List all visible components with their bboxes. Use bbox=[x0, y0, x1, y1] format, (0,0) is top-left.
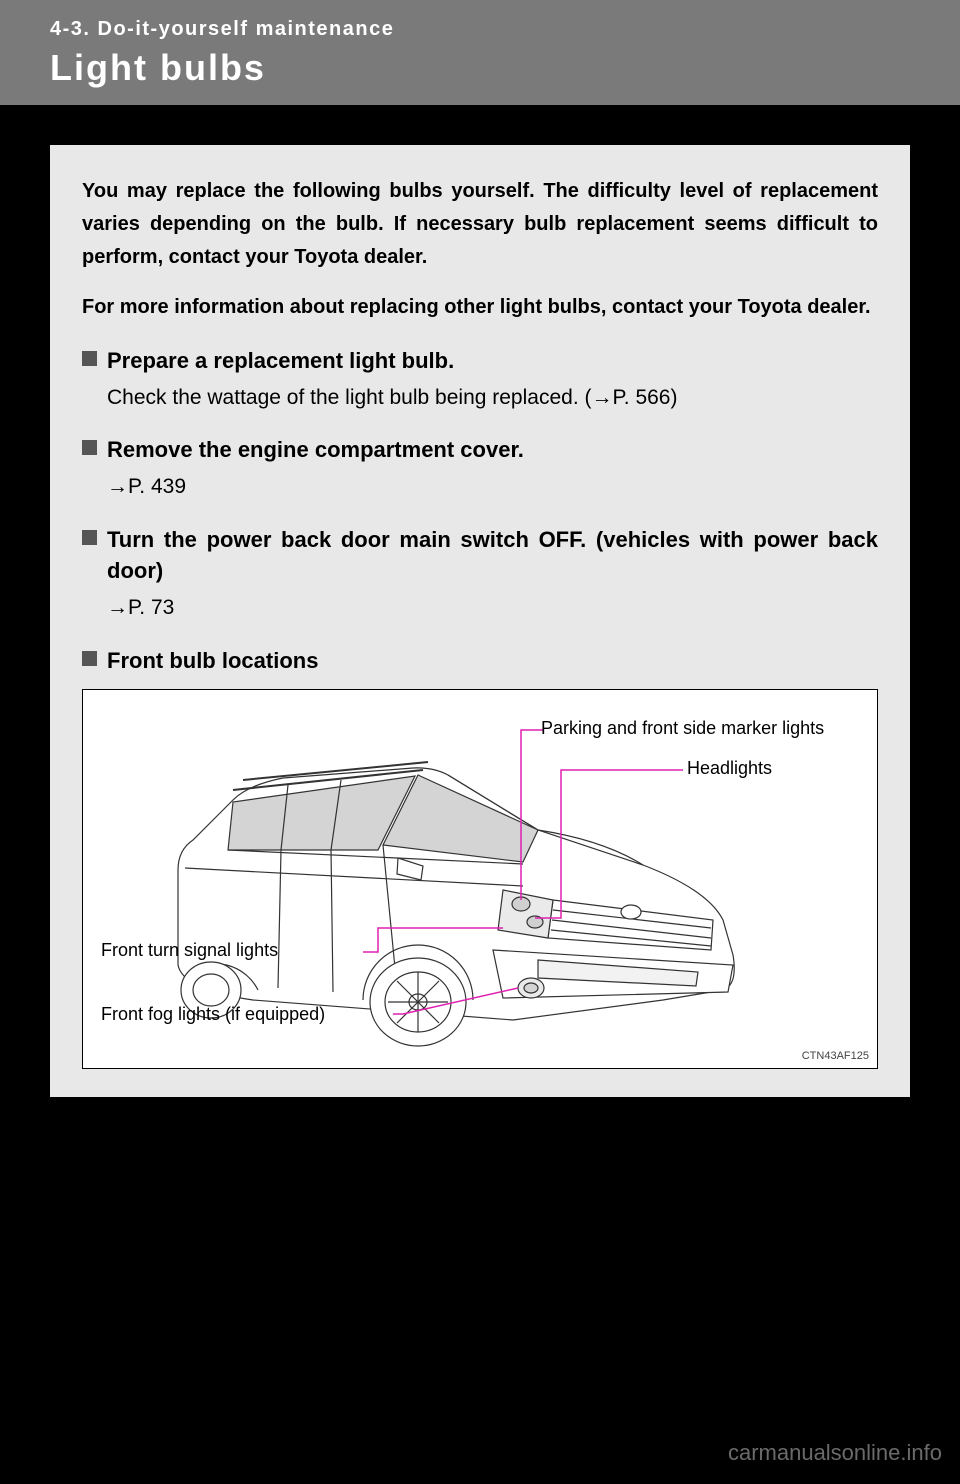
square-bullet-icon bbox=[82, 351, 97, 366]
bullet-title: Remove the engine compartment cover. bbox=[107, 434, 878, 466]
arrow-icon: → bbox=[107, 596, 128, 619]
square-bullet-icon bbox=[82, 651, 97, 666]
callout-headlights: Headlights bbox=[687, 758, 772, 779]
arrow-icon: → bbox=[591, 386, 612, 409]
body-suffix: ) bbox=[671, 386, 678, 409]
bullet-prepare: Prepare a replacement light bulb. bbox=[82, 345, 878, 377]
callout-fog-lights: Front fog lights (if equipped) bbox=[101, 1004, 325, 1025]
bullet-title: Prepare a replacement light bulb. bbox=[107, 345, 878, 377]
square-bullet-icon bbox=[82, 440, 97, 455]
diagram-code: CTN43AF125 bbox=[802, 1050, 869, 1062]
bullet-title: Front bulb locations bbox=[107, 645, 878, 677]
bullet-remove-cover: Remove the engine compartment cover. bbox=[82, 434, 878, 466]
content-panel: You may replace the following bulbs your… bbox=[50, 145, 910, 1097]
page-title: Light bulbs bbox=[50, 47, 910, 89]
bullet-body: Check the wattage of the light bulb bein… bbox=[107, 383, 878, 412]
watermark: carmanualsonline.info bbox=[728, 1440, 942, 1466]
callout-turn-signal: Front turn signal lights bbox=[101, 940, 278, 961]
arrow-icon: → bbox=[107, 475, 128, 498]
bullet-front-locations: Front bulb locations bbox=[82, 645, 878, 677]
bullet-body: →P. 439 bbox=[107, 472, 878, 501]
page-ref: P. 73 bbox=[128, 596, 174, 619]
bullet-title: Turn the power back door main switch OFF… bbox=[107, 524, 878, 588]
page-ref: P. 566 bbox=[612, 386, 670, 409]
intro-paragraph-2: For more information about replacing oth… bbox=[82, 292, 878, 323]
square-bullet-icon bbox=[82, 530, 97, 545]
callout-parking-lights: Parking and front side marker lights bbox=[541, 718, 824, 739]
bullet-power-back-door: Turn the power back door main switch OFF… bbox=[82, 524, 878, 588]
header-band: 4-3. Do-it-yourself maintenance Light bu… bbox=[0, 0, 960, 105]
page-ref: P. 439 bbox=[128, 475, 186, 498]
body-text: Check the wattage of the light bulb bein… bbox=[107, 386, 591, 409]
section-label: 4-3. Do-it-yourself maintenance bbox=[50, 18, 910, 41]
front-bulb-diagram: Parking and front side marker lights Hea… bbox=[82, 689, 878, 1069]
intro-paragraph-1: You may replace the following bulbs your… bbox=[82, 175, 878, 274]
bullet-body: →P. 73 bbox=[107, 593, 878, 622]
